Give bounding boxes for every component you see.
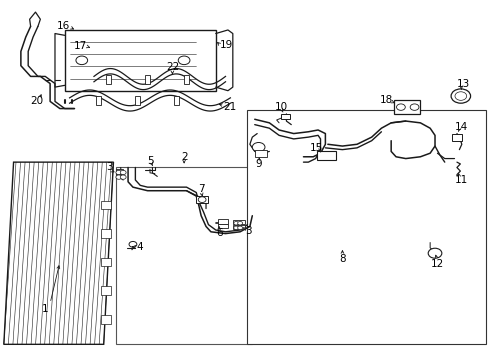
Text: 16: 16	[57, 21, 70, 31]
Text: 10: 10	[275, 102, 288, 112]
Bar	[393, 100, 420, 114]
Text: 7: 7	[198, 184, 204, 194]
Text: 1: 1	[42, 303, 49, 314]
Bar	[101, 201, 111, 209]
Circle shape	[234, 221, 239, 225]
Bar	[101, 258, 111, 266]
Text: 12: 12	[431, 259, 444, 269]
Circle shape	[455, 92, 466, 100]
Bar	[196, 196, 208, 203]
Circle shape	[116, 175, 122, 179]
Bar	[247, 111, 486, 344]
Bar	[101, 315, 111, 324]
Text: 3: 3	[245, 226, 252, 236]
Bar	[116, 167, 252, 344]
Bar	[145, 75, 150, 84]
Text: 5: 5	[147, 156, 154, 166]
Text: 6: 6	[216, 228, 222, 238]
Circle shape	[238, 221, 243, 225]
Text: 14: 14	[455, 122, 468, 132]
Circle shape	[252, 143, 265, 152]
Bar	[184, 75, 189, 84]
Bar	[116, 169, 123, 174]
Bar	[281, 114, 290, 119]
Bar	[106, 75, 111, 84]
Circle shape	[120, 170, 126, 175]
Bar	[317, 152, 336, 160]
Circle shape	[238, 226, 243, 230]
Bar	[255, 150, 267, 157]
Bar	[452, 134, 462, 141]
Text: 15: 15	[310, 143, 323, 153]
Text: 22: 22	[166, 62, 179, 72]
Text: 2: 2	[181, 152, 187, 162]
Circle shape	[120, 175, 126, 179]
Text: 17: 17	[74, 41, 87, 51]
Text: 19: 19	[220, 40, 233, 50]
Text: 3: 3	[106, 162, 112, 172]
Bar	[218, 224, 228, 228]
Text: 18: 18	[380, 95, 393, 105]
Text: 4: 4	[136, 242, 143, 252]
Text: 8: 8	[339, 253, 346, 264]
Circle shape	[428, 248, 442, 258]
Bar	[101, 287, 111, 295]
Text: 9: 9	[255, 159, 262, 169]
Bar	[174, 96, 179, 105]
Circle shape	[198, 197, 206, 203]
Polygon shape	[4, 162, 114, 344]
Circle shape	[396, 104, 405, 111]
Bar	[218, 219, 228, 224]
Text: 13: 13	[457, 78, 470, 89]
Bar	[116, 174, 123, 178]
Circle shape	[178, 56, 190, 64]
Bar	[233, 225, 245, 229]
Bar	[135, 96, 140, 105]
Text: 21: 21	[223, 103, 236, 112]
Bar	[97, 96, 101, 105]
Circle shape	[234, 226, 239, 230]
Bar	[101, 229, 111, 238]
Text: 11: 11	[455, 175, 468, 185]
Bar	[65, 30, 216, 91]
Circle shape	[116, 170, 122, 175]
Text: 20: 20	[30, 96, 44, 107]
Circle shape	[451, 89, 470, 103]
Circle shape	[76, 56, 88, 64]
Bar	[233, 220, 245, 224]
Circle shape	[410, 104, 419, 111]
Circle shape	[129, 242, 137, 247]
